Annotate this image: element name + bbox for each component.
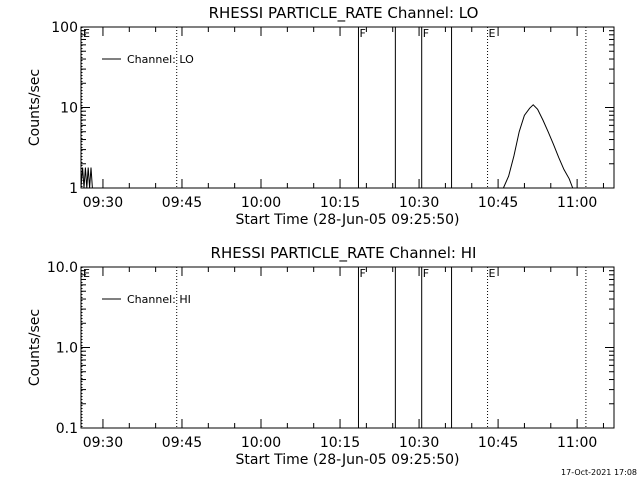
marker-label: E [83,267,90,280]
chart-title: RHESSI PARTICLE_RATE Channel: LO [209,4,479,23]
marker-label: F [423,267,429,280]
plot-frame [80,26,615,189]
x-axis-label: Start Time (28-Jun-05 09:25:50) [236,212,460,228]
y-tick-label: 0.1 [56,421,78,437]
marker-label: E [83,27,90,40]
x-tick-label: 09:45 [162,435,202,451]
y-axis-label: Counts/sec [27,309,43,386]
legend-entry: Channel: HI [127,293,191,306]
chart-panel-hi: RHESSI PARTICLE_RATE Channel: HI Counts/s… [27,244,615,468]
series-line-segment [502,104,574,189]
marker-label: F [359,267,365,280]
x-tick-label: 10:15 [320,435,360,451]
x-tick-label: 09:30 [83,435,123,451]
plot-frame [80,266,615,429]
x-tick-label: 10:15 [320,195,360,211]
marker-label: E [489,27,496,40]
x-tick-label: 09:45 [162,195,202,211]
x-tick-label: 10:30 [399,435,439,451]
x-axis-label: Start Time (28-Jun-05 09:25:50) [236,452,460,468]
x-tick-label: 10:45 [478,195,518,211]
x-tick-label: 10:00 [241,195,281,211]
timestamp-footer: 17-Oct-2021 17:08 [561,468,637,477]
y-tick-label: 100 [51,20,78,36]
x-tick-label: 10:30 [399,195,439,211]
legend-entry: Channel: LO [127,53,194,66]
y-axis-label: Counts/sec [27,69,43,146]
marker-label: F [359,27,365,40]
chart-panel-lo: RHESSI PARTICLE_RATE Channel: LO Counts/s… [27,4,615,228]
y-tick-label: 1 [69,181,78,197]
marker-label: F [423,27,429,40]
y-tick-label: 10.0 [47,260,78,276]
x-tick-label: 09:30 [83,195,123,211]
x-tick-label: 11:00 [557,195,597,211]
series-line-segment [80,167,94,189]
y-tick-label: 1.0 [56,341,78,357]
chart-title: RHESSI PARTICLE_RATE Channel: HI [211,244,477,263]
y-tick-label: 10 [60,101,78,117]
x-tick-label: 11:00 [557,435,597,451]
marker-label: E [489,267,496,280]
x-tick-label: 10:00 [241,435,281,451]
x-tick-label: 10:45 [478,435,518,451]
